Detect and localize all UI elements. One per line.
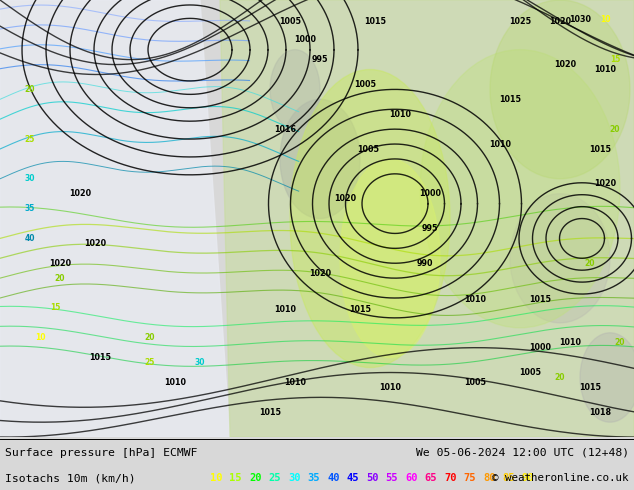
- Text: 1018: 1018: [589, 408, 611, 417]
- Text: 10: 10: [210, 473, 223, 483]
- Text: 1010: 1010: [559, 338, 581, 347]
- Text: 35: 35: [25, 204, 36, 213]
- Text: 1015: 1015: [89, 353, 111, 362]
- Text: 40: 40: [25, 234, 36, 243]
- Text: © weatheronline.co.uk: © weatheronline.co.uk: [493, 473, 629, 483]
- Text: 1020: 1020: [549, 17, 571, 26]
- Text: 1020: 1020: [49, 259, 71, 268]
- Text: 15: 15: [610, 55, 620, 64]
- Polygon shape: [220, 0, 634, 437]
- Text: Surface pressure [hPa] ECMWF: Surface pressure [hPa] ECMWF: [5, 448, 198, 458]
- Text: Isotachs 10m (km/h): Isotachs 10m (km/h): [5, 473, 136, 483]
- Text: 1015: 1015: [259, 408, 281, 417]
- Text: 25: 25: [269, 473, 281, 483]
- Text: 80: 80: [483, 473, 496, 483]
- Text: We 05-06-2024 12:00 UTC (12+48): We 05-06-2024 12:00 UTC (12+48): [416, 448, 629, 458]
- Text: 1010: 1010: [284, 378, 306, 387]
- Text: 30: 30: [25, 174, 36, 183]
- Text: 1015: 1015: [499, 95, 521, 104]
- Text: 75: 75: [463, 473, 476, 483]
- Text: 1025: 1025: [509, 17, 531, 26]
- Text: 1020: 1020: [554, 60, 576, 69]
- Text: 35: 35: [307, 473, 320, 483]
- Text: 1010: 1010: [379, 383, 401, 392]
- Text: 45: 45: [347, 473, 359, 483]
- Ellipse shape: [510, 194, 610, 323]
- Text: 50: 50: [366, 473, 378, 483]
- Text: 20: 20: [610, 124, 620, 134]
- Text: 1005: 1005: [464, 378, 486, 387]
- Ellipse shape: [340, 159, 440, 358]
- Text: 85: 85: [503, 473, 515, 483]
- Text: 20: 20: [555, 373, 566, 382]
- Text: 1015: 1015: [364, 17, 386, 26]
- Text: 1005: 1005: [357, 145, 379, 153]
- Text: 1005: 1005: [519, 368, 541, 377]
- Text: 1000: 1000: [294, 35, 316, 44]
- Text: 1010: 1010: [164, 378, 186, 387]
- Text: 25: 25: [145, 358, 155, 367]
- Text: 1010: 1010: [389, 110, 411, 119]
- Text: 15: 15: [50, 303, 60, 313]
- Ellipse shape: [270, 49, 320, 129]
- Text: 10: 10: [35, 333, 45, 342]
- Text: 1015: 1015: [579, 383, 601, 392]
- Text: 15: 15: [230, 473, 242, 483]
- Text: 20: 20: [585, 259, 595, 268]
- Text: 55: 55: [385, 473, 398, 483]
- Text: 20: 20: [249, 473, 261, 483]
- Text: 40: 40: [327, 473, 339, 483]
- Polygon shape: [0, 0, 230, 437]
- Text: 20: 20: [55, 273, 65, 283]
- Text: 1000: 1000: [419, 189, 441, 198]
- Text: 1015: 1015: [349, 305, 371, 315]
- Text: 1010: 1010: [594, 65, 616, 74]
- Ellipse shape: [580, 333, 634, 422]
- Text: 1020: 1020: [69, 189, 91, 198]
- Text: 1005: 1005: [279, 17, 301, 26]
- Text: 1020: 1020: [84, 239, 106, 248]
- Text: 20: 20: [145, 333, 155, 342]
- Text: 10: 10: [600, 15, 611, 24]
- Text: 990: 990: [417, 259, 433, 268]
- Text: 1010: 1010: [274, 305, 296, 315]
- Text: 1005: 1005: [354, 80, 376, 89]
- Text: 60: 60: [405, 473, 418, 483]
- Text: 25: 25: [25, 135, 36, 144]
- Text: 1020: 1020: [309, 269, 331, 278]
- Text: 30: 30: [195, 358, 205, 367]
- Text: 20: 20: [25, 85, 36, 94]
- Ellipse shape: [290, 70, 450, 368]
- Text: 20: 20: [615, 338, 625, 347]
- Text: 1010: 1010: [489, 140, 511, 148]
- Text: 70: 70: [444, 473, 456, 483]
- Text: 30: 30: [288, 473, 301, 483]
- Text: 1010: 1010: [464, 295, 486, 304]
- Text: 1000: 1000: [529, 343, 551, 352]
- Text: 1015: 1015: [529, 295, 551, 304]
- Text: 1030: 1030: [569, 15, 591, 24]
- Ellipse shape: [420, 49, 620, 328]
- Text: 1016: 1016: [274, 124, 296, 134]
- Text: 65: 65: [425, 473, 437, 483]
- Text: 1020: 1020: [594, 179, 616, 188]
- Text: 1015: 1015: [589, 145, 611, 153]
- Text: 90: 90: [522, 473, 534, 483]
- Text: 1020: 1020: [334, 194, 356, 203]
- Text: 995: 995: [422, 224, 438, 233]
- Ellipse shape: [490, 0, 630, 179]
- Ellipse shape: [280, 99, 360, 219]
- Text: 995: 995: [312, 55, 328, 64]
